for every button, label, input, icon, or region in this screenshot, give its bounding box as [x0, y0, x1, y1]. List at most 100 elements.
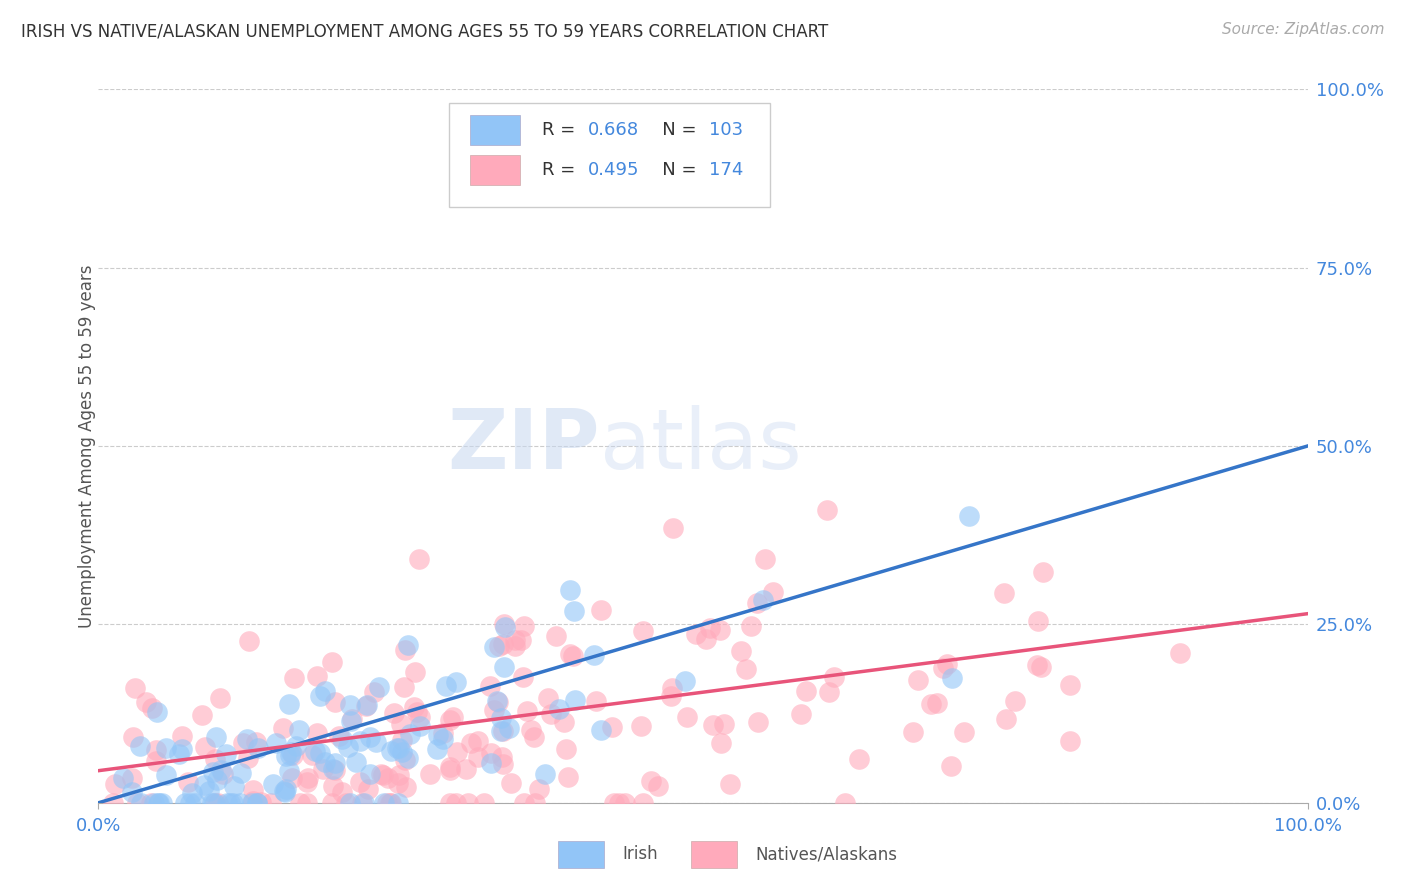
Point	[734, 661, 756, 675]
Point	[1004, 694, 1026, 708]
Text: N =: N =	[645, 121, 702, 139]
Point	[148, 796, 170, 810]
Point	[198, 784, 221, 798]
Point	[427, 728, 450, 742]
Point	[513, 796, 536, 810]
Point	[391, 745, 413, 759]
Point	[1028, 615, 1050, 629]
Point	[232, 735, 254, 749]
Point	[419, 767, 441, 781]
Point	[273, 721, 295, 735]
Point	[796, 684, 818, 698]
Point	[204, 731, 226, 745]
Point	[174, 796, 197, 810]
Y-axis label: Unemployment Among Ages 55 to 59 years: Unemployment Among Ages 55 to 59 years	[79, 264, 96, 628]
Point	[214, 747, 236, 761]
Point	[146, 796, 169, 810]
Point	[170, 729, 193, 743]
Point	[330, 731, 353, 746]
Point	[953, 725, 976, 739]
Point	[204, 796, 226, 810]
Point	[432, 731, 454, 746]
Point	[352, 796, 374, 810]
Point	[516, 705, 538, 719]
Point	[446, 675, 468, 690]
Point	[193, 778, 215, 792]
Point	[460, 736, 482, 750]
Text: 103: 103	[709, 121, 744, 139]
Point	[730, 644, 752, 658]
Point	[432, 726, 454, 740]
Point	[482, 640, 505, 654]
Point	[314, 756, 336, 770]
Point	[585, 694, 607, 708]
Point	[283, 671, 305, 685]
Point	[236, 750, 259, 764]
Point	[368, 680, 391, 694]
FancyBboxPatch shape	[558, 840, 603, 868]
Point	[309, 689, 332, 703]
Point	[219, 796, 242, 810]
Point	[222, 779, 245, 793]
Point	[702, 718, 724, 732]
Point	[488, 639, 510, 653]
Point	[1168, 646, 1191, 660]
Point	[467, 733, 489, 747]
Point	[288, 723, 311, 737]
Point	[323, 764, 346, 778]
Point	[1026, 657, 1049, 672]
Point	[1059, 733, 1081, 747]
Point	[170, 741, 193, 756]
Point	[444, 796, 467, 810]
Point	[754, 552, 776, 566]
Point	[388, 741, 411, 756]
Point	[494, 620, 516, 634]
Point	[520, 723, 543, 737]
Point	[402, 699, 425, 714]
Point	[633, 796, 655, 810]
Text: N =: N =	[645, 161, 702, 178]
Point	[834, 796, 856, 810]
Point	[454, 762, 477, 776]
Point	[373, 796, 395, 810]
Point	[558, 647, 581, 661]
Point	[380, 796, 402, 810]
Text: ZIP: ZIP	[447, 406, 600, 486]
Point	[920, 697, 942, 711]
Point	[344, 755, 367, 769]
Point	[155, 740, 177, 755]
Point	[548, 702, 571, 716]
Point	[540, 707, 562, 722]
Point	[408, 552, 430, 566]
Point	[280, 745, 302, 759]
Point	[901, 724, 924, 739]
Point	[523, 731, 546, 745]
Point	[661, 681, 683, 696]
Text: 0.495: 0.495	[588, 161, 640, 178]
Point	[273, 783, 295, 797]
Point	[467, 750, 489, 764]
Point	[396, 750, 419, 764]
Point	[202, 796, 225, 810]
Point	[377, 771, 399, 785]
Point	[366, 734, 388, 748]
Point	[179, 796, 201, 810]
Point	[494, 617, 516, 632]
Point	[907, 673, 929, 688]
Text: Natives/Alaskans: Natives/Alaskans	[755, 846, 897, 863]
Point	[323, 756, 346, 770]
Point	[335, 796, 357, 810]
Point	[304, 744, 326, 758]
Point	[145, 755, 167, 769]
Point	[439, 760, 461, 774]
Point	[122, 730, 145, 744]
Point	[209, 763, 232, 777]
Point	[246, 740, 269, 755]
Text: Source: ZipAtlas.com: Source: ZipAtlas.com	[1222, 22, 1385, 37]
Point	[582, 648, 605, 663]
Point	[486, 695, 509, 709]
Point	[394, 680, 416, 694]
Point	[607, 796, 630, 810]
Point	[709, 623, 731, 637]
Point	[815, 502, 838, 516]
